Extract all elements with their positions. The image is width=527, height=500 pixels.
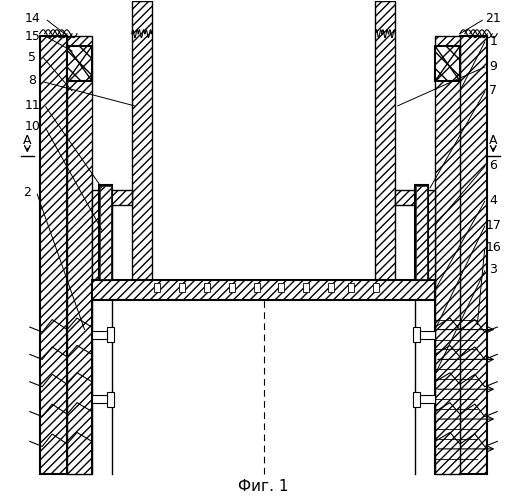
Text: 9: 9	[489, 60, 497, 72]
Bar	[204, 284, 210, 292]
Bar	[92, 330, 107, 338]
Bar	[328, 284, 334, 292]
Bar	[229, 284, 235, 292]
Bar	[278, 284, 285, 292]
Bar	[67, 36, 92, 474]
Text: 14: 14	[24, 12, 40, 26]
Text: A: A	[489, 134, 497, 147]
Bar	[435, 46, 460, 81]
Text: 8: 8	[28, 74, 36, 88]
Bar	[375, 2, 395, 290]
Bar	[92, 395, 107, 403]
Bar	[101, 186, 111, 279]
Bar	[100, 186, 112, 280]
Bar	[92, 280, 435, 299]
Text: 4: 4	[489, 194, 497, 207]
Text: 11: 11	[24, 100, 40, 112]
Text: 5: 5	[28, 50, 36, 64]
Text: 17: 17	[485, 218, 501, 232]
Bar	[413, 392, 420, 406]
Text: 2: 2	[23, 186, 31, 200]
Text: 15: 15	[24, 30, 40, 43]
Text: 21: 21	[485, 12, 501, 26]
Bar	[413, 327, 420, 342]
Text: 6: 6	[489, 159, 497, 172]
Bar	[420, 330, 435, 338]
Bar	[373, 284, 379, 292]
Text: 16: 16	[485, 241, 501, 254]
Text: 1: 1	[489, 34, 497, 48]
Bar	[107, 327, 114, 342]
Bar	[154, 284, 160, 292]
Bar	[420, 395, 435, 403]
Bar	[416, 186, 426, 279]
Bar	[303, 284, 309, 292]
Bar	[460, 36, 487, 474]
Bar	[348, 284, 354, 292]
Bar	[107, 392, 114, 406]
Text: Фиг. 1: Фиг. 1	[238, 478, 289, 494]
Text: 3: 3	[489, 264, 497, 276]
Bar	[132, 2, 152, 290]
Text: 7: 7	[489, 84, 497, 98]
Bar	[435, 36, 460, 474]
Bar	[253, 284, 259, 292]
Text: A: A	[23, 134, 32, 147]
Text: 10: 10	[24, 120, 40, 133]
Bar	[67, 46, 92, 81]
Bar	[179, 284, 185, 292]
Polygon shape	[395, 190, 435, 290]
Bar	[415, 186, 427, 280]
Polygon shape	[92, 190, 132, 290]
Bar	[40, 36, 67, 474]
